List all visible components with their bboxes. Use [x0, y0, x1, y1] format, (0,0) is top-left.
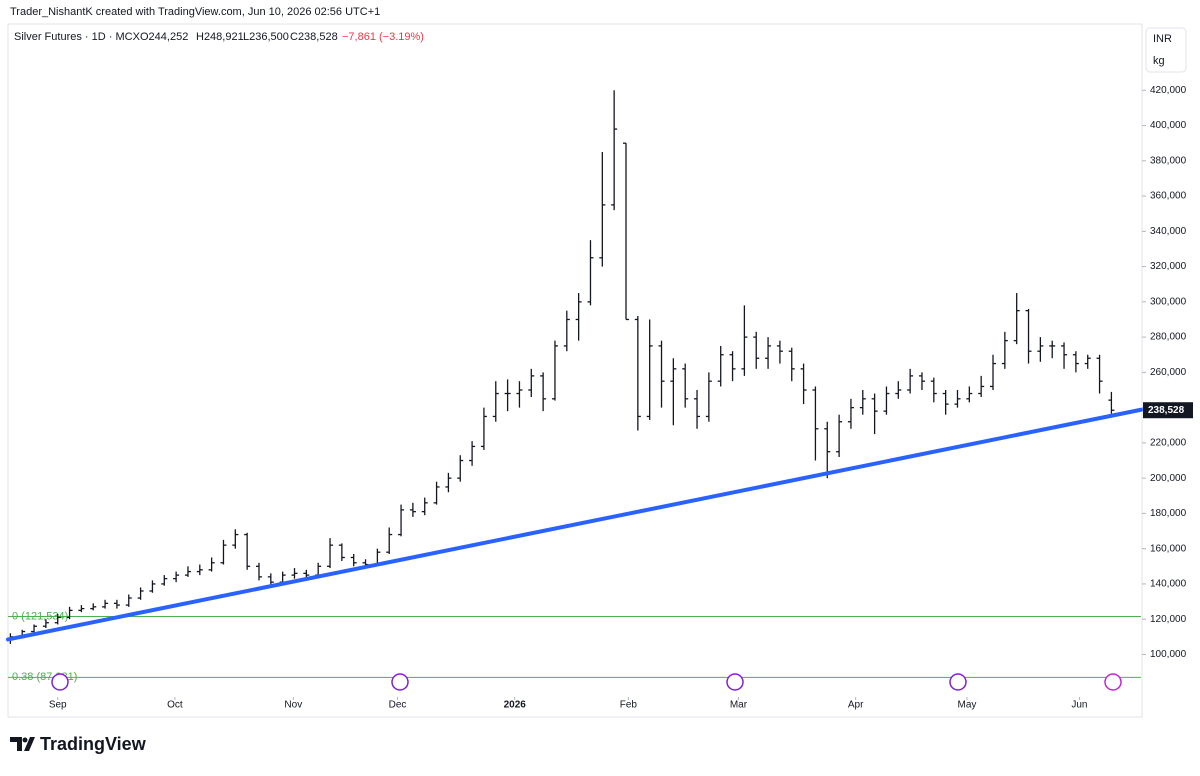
- y-tick-label: 140,000: [1150, 579, 1187, 590]
- y-tick-label: 260,000: [1150, 367, 1187, 378]
- logo: TradingView: [10, 734, 147, 754]
- x-tick-label: Dec: [389, 700, 407, 711]
- currency: INR: [1153, 33, 1172, 45]
- logo-text: TradingView: [40, 734, 147, 754]
- x-tick-label: Jun: [1071, 700, 1087, 711]
- y-tick-label: 220,000: [1150, 438, 1187, 449]
- x-tick-label: Sep: [49, 700, 67, 711]
- y-tick-label: 300,000: [1150, 296, 1187, 307]
- legend: Silver Futures · 1D · MCX O244,252 H248,…: [14, 31, 424, 43]
- x-tick-label: Nov: [284, 700, 302, 711]
- x-tick-label: 2026: [504, 700, 527, 711]
- y-tick-label: 100,000: [1150, 649, 1187, 660]
- symbol-name: Silver Futures · 1D · MCX: [14, 31, 141, 43]
- last-price-tag: [1143, 402, 1193, 419]
- x-tick-label: Mar: [730, 700, 748, 711]
- event-icon[interactable]: [51, 673, 69, 691]
- change: −7,861 (−3.19%): [342, 31, 424, 43]
- y-tick-label: 400,000: [1150, 120, 1187, 131]
- event-icon[interactable]: [1104, 673, 1122, 691]
- high: H248,921: [196, 31, 244, 43]
- y-tick-label: 280,000: [1150, 332, 1187, 343]
- y-tick-label: 180,000: [1150, 508, 1187, 519]
- event-icon[interactable]: [391, 673, 409, 691]
- event-icons: [51, 673, 1122, 691]
- logo-dot: [22, 737, 28, 743]
- y-tick-label: 360,000: [1150, 191, 1187, 202]
- x-tick-label: May: [958, 700, 977, 711]
- unit: kg: [1153, 55, 1165, 67]
- y-tick-label: 160,000: [1150, 543, 1187, 554]
- x-tick-label: Feb: [620, 700, 638, 711]
- open: O244,252: [140, 31, 188, 43]
- currency-box[interactable]: [1145, 27, 1187, 73]
- y-tick-label: 380,000: [1150, 155, 1187, 166]
- event-icon[interactable]: [726, 673, 744, 691]
- logo-icon: [10, 737, 35, 751]
- x-tick-label: Apr: [848, 700, 864, 711]
- plot: 100,000 120,000 140,000 160,000 180,000 200,0…: [6, 85, 1187, 711]
- fib-label: 0 (121,534): [12, 610, 68, 622]
- y-tick-label: 200,000: [1150, 473, 1187, 484]
- y-tick-label: 120,000: [1150, 614, 1187, 625]
- y-tick-label: 340,000: [1150, 226, 1187, 237]
- y-tick-label: 320,000: [1150, 261, 1187, 272]
- x-tick-label: Oct: [167, 700, 183, 711]
- last-price-label: 238,528: [1148, 405, 1185, 416]
- trendline: [6, 407, 1143, 642]
- close: C238,528: [290, 31, 338, 43]
- event-icon[interactable]: [949, 673, 967, 691]
- y-tick-label: 420,000: [1150, 85, 1187, 96]
- low: L236,500: [243, 31, 289, 43]
- watermark: Trader_NishantK created with TradingView…: [10, 6, 380, 18]
